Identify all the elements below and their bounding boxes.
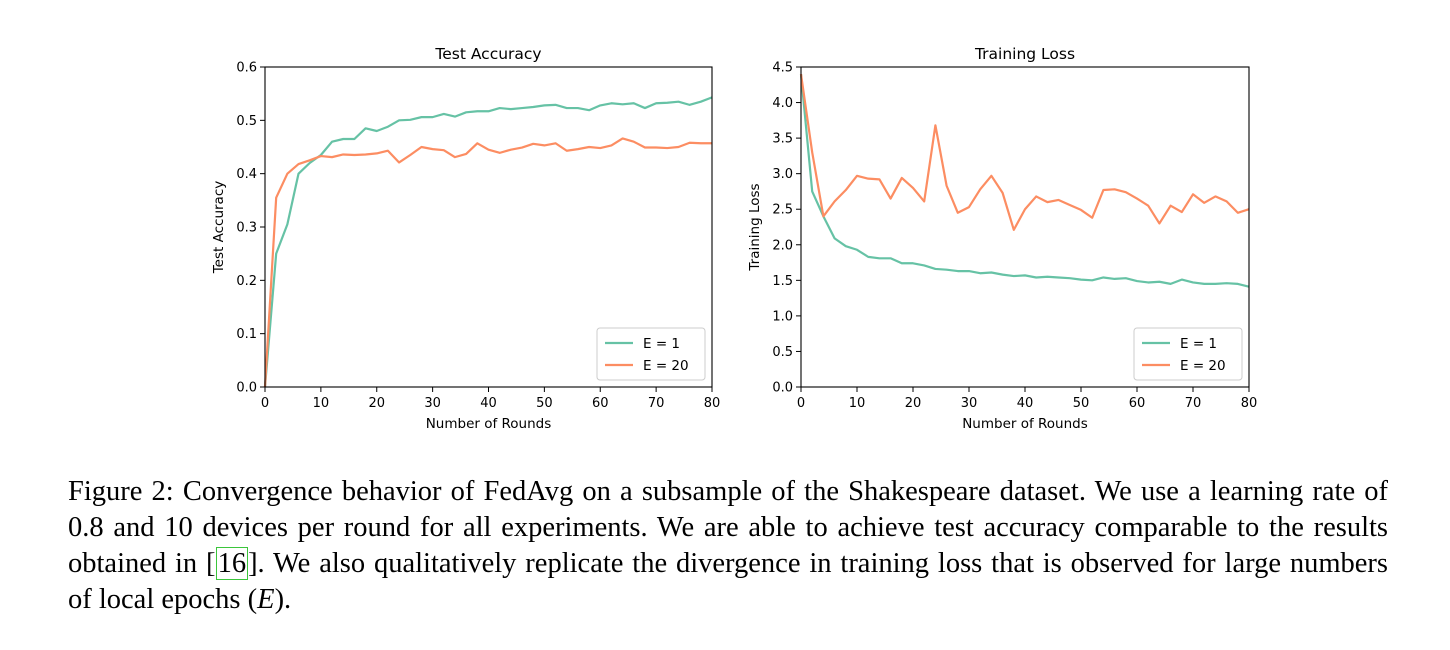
legend-box bbox=[1133, 327, 1243, 381]
y-tick-label: 1.0 bbox=[772, 309, 793, 324]
x-tick-label: 0 bbox=[261, 396, 269, 411]
y-tick-label: 0.5 bbox=[236, 114, 257, 129]
x-tick-label: 50 bbox=[1073, 396, 1090, 411]
x-tick-label: 20 bbox=[905, 396, 922, 411]
legend: E = 1 E = 20 bbox=[1133, 327, 1243, 381]
x-tick-label: 20 bbox=[368, 396, 385, 411]
y-tick-label: 0.0 bbox=[772, 381, 793, 396]
x-tick-label: 0 bbox=[797, 396, 805, 411]
y-tick-label: 0.4 bbox=[236, 167, 257, 182]
x-tick-label: 60 bbox=[1129, 396, 1146, 411]
y-tick-label: 2.0 bbox=[772, 238, 793, 253]
x-tick-label: 80 bbox=[704, 396, 721, 411]
x-tick-label: 10 bbox=[313, 396, 330, 411]
figure-charts: 0 10 20 30 40 50 60 70 80 0.0 0.1 0.2 0.3 0.4 0.5 0.6 Te… bbox=[211, 45, 1257, 432]
series-line-e20 bbox=[799, 73, 1250, 231]
series-line-e20 bbox=[263, 137, 712, 388]
series-line-e1 bbox=[799, 74, 1250, 288]
x-tick-label: 40 bbox=[1017, 396, 1034, 411]
caption-devices: 10 bbox=[164, 512, 193, 543]
x-tick-label: 40 bbox=[480, 396, 497, 411]
x-axis-label: Number of Rounds bbox=[962, 416, 1088, 432]
y-tick-label: 4.0 bbox=[772, 96, 793, 111]
y-tick-label: 0.0 bbox=[236, 381, 257, 396]
legend-label: E = 1 bbox=[1180, 336, 1217, 352]
y-tick-label: 3.0 bbox=[772, 167, 793, 182]
y-axis-label: Test Accuracy bbox=[211, 181, 227, 275]
caption-suffix: ). bbox=[274, 584, 292, 615]
caption-mid2: devices per round for all experiments. W… bbox=[68, 512, 1388, 579]
training-loss-panel: 0 10 20 30 40 50 60 70 80 0.0 0.5 1.0 1.5 2.0 2.5 3.0 3.… bbox=[747, 45, 1257, 432]
caption-learning-rate: 0.8 bbox=[68, 512, 104, 543]
legend-label: E = 20 bbox=[1180, 358, 1226, 374]
y-tick-label: 3.5 bbox=[772, 132, 793, 147]
series-line-e1 bbox=[263, 96, 713, 388]
legend-label: E = 1 bbox=[643, 336, 680, 352]
y-tick-label: 0.2 bbox=[236, 274, 257, 289]
test-accuracy-panel: 0 10 20 30 40 50 60 70 80 0.0 0.1 0.2 0.3 0.4 0.5 0.6 Te… bbox=[211, 45, 720, 432]
x-axis-label: Number of Rounds bbox=[426, 416, 552, 432]
x-tick-label: 10 bbox=[849, 396, 866, 411]
y-tick-label: 0.5 bbox=[772, 345, 793, 360]
chart-title: Training Loss bbox=[974, 45, 1075, 63]
legend-label: E = 20 bbox=[643, 358, 689, 374]
caption-mid3: ]. We also qualitatively replicate the d… bbox=[68, 548, 1388, 615]
legend-box bbox=[596, 327, 706, 381]
x-tick-label: 80 bbox=[1241, 396, 1258, 411]
y-axis-label: Training Loss bbox=[747, 183, 763, 271]
x-tick-label: 30 bbox=[961, 396, 978, 411]
legend: E = 1 E = 20 bbox=[596, 327, 706, 381]
x-tick-label: 60 bbox=[592, 396, 609, 411]
citation-link[interactable]: 16 bbox=[215, 547, 249, 580]
y-tick-label: 0.1 bbox=[236, 327, 257, 342]
y-tick-label: 1.5 bbox=[772, 274, 793, 289]
x-tick-label: 70 bbox=[1185, 396, 1202, 411]
x-tick-label: 70 bbox=[648, 396, 665, 411]
x-tick-label: 30 bbox=[424, 396, 441, 411]
y-tick-label: 0.3 bbox=[236, 221, 257, 236]
caption-prefix: Figure 2: Convergence behavior of FedAvg… bbox=[68, 476, 1388, 507]
x-tick-label: 50 bbox=[536, 396, 553, 411]
y-tick-label: 2.5 bbox=[772, 203, 793, 218]
y-tick-label: 4.5 bbox=[772, 61, 793, 76]
caption-epoch-symbol: E bbox=[257, 584, 275, 615]
caption-mid1: and bbox=[103, 512, 165, 543]
figure-caption: Figure 2: Convergence behavior of FedAvg… bbox=[68, 474, 1388, 618]
chart-title: Test Accuracy bbox=[434, 45, 541, 63]
y-tick-label: 0.6 bbox=[236, 61, 257, 76]
